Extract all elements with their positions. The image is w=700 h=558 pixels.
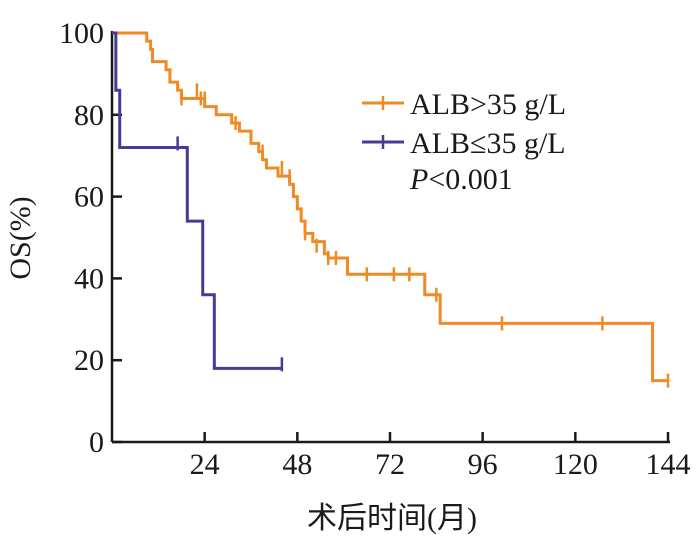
series-2 bbox=[112, 31, 284, 372]
survival-curve bbox=[112, 31, 282, 370]
x-axis-title: 术后时间(月) bbox=[307, 502, 477, 535]
y-tick-label: 100 bbox=[59, 17, 104, 50]
legend-entry: ALB>35 g/L bbox=[410, 88, 566, 121]
x-tick-label: 72 bbox=[375, 448, 405, 481]
p-value-symbol: P bbox=[409, 163, 428, 196]
y-tick-label: 20 bbox=[74, 344, 104, 377]
x-tick-label: 120 bbox=[553, 448, 598, 481]
x-tick-label: 144 bbox=[646, 448, 691, 481]
y-tick-label: 80 bbox=[74, 99, 104, 132]
series-1 bbox=[112, 31, 670, 388]
y-axis-title: OS(%) bbox=[4, 196, 37, 279]
y-tick-label: 0 bbox=[89, 426, 104, 459]
x-tick-label: 48 bbox=[282, 448, 312, 481]
p-value-annotation: P<0.001 bbox=[409, 163, 513, 196]
y-tick-label: 60 bbox=[74, 181, 104, 214]
legend: ALB>35 g/L ALB≤35 g/LP<0.001 bbox=[362, 88, 566, 196]
x-tick-label: 24 bbox=[190, 448, 220, 481]
survival-curve bbox=[112, 31, 668, 383]
p-value-text: <0.001 bbox=[428, 163, 512, 196]
x-tick-label: 96 bbox=[468, 448, 498, 481]
axes: 0 20 40 60 80 100 24 48 72 96 120 144 bbox=[59, 17, 691, 481]
legend-entry: ALB≤35 g/L bbox=[410, 127, 566, 160]
y-tick-label: 40 bbox=[74, 262, 104, 295]
series-layer bbox=[112, 31, 670, 388]
